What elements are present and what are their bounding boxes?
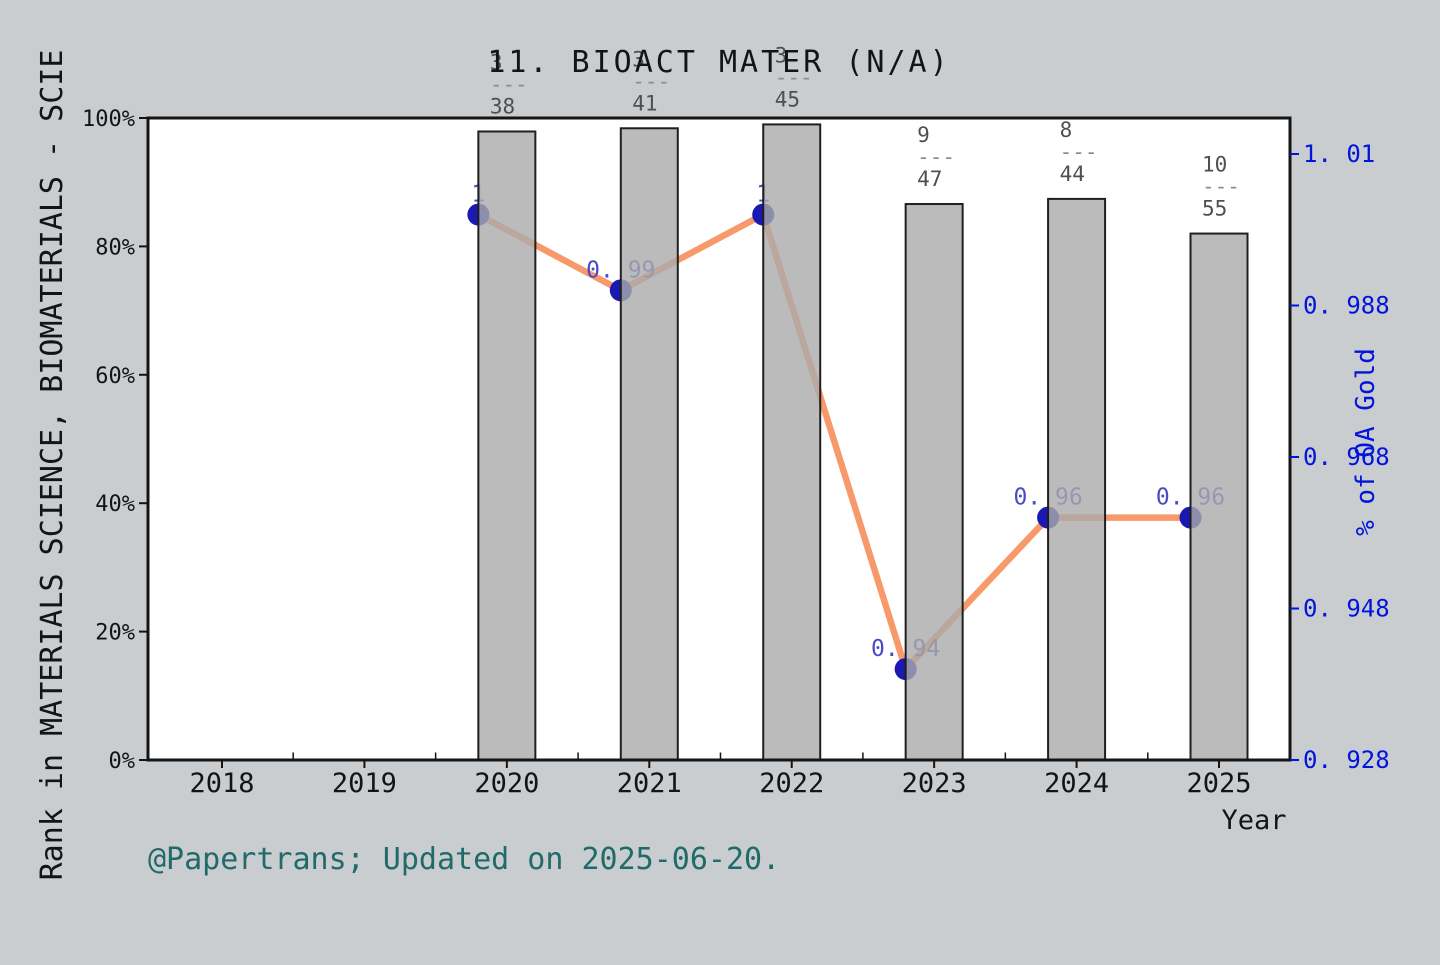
fraction-bar: --- — [1202, 175, 1240, 199]
fraction-denominator: 44 — [1060, 162, 1085, 186]
fraction-denominator: 45 — [775, 87, 800, 111]
fraction-bar: --- — [632, 69, 670, 93]
x-tick-label: 2024 — [1044, 768, 1109, 799]
x-tick-label: 2020 — [474, 768, 539, 799]
bar-2021 — [619, 127, 679, 762]
right-tick-label: 0. 968 — [1303, 443, 1390, 471]
bar-series — [477, 123, 1249, 762]
right-tick-label: 1. 01 — [1303, 140, 1375, 168]
left-tick-label: 100% — [82, 107, 135, 132]
fraction-label-2023: 9---47 — [917, 123, 955, 191]
left-axis-label: Rank in MATERIALS SCIENCE, BIOMATERIALS … — [35, 50, 70, 881]
left-tick-label: 0% — [109, 749, 136, 774]
bar-2022 — [762, 123, 822, 762]
fraction-bar: --- — [490, 72, 528, 96]
left-tick-label: 60% — [95, 364, 135, 389]
right-tick-label: 0. 988 — [1303, 292, 1390, 320]
bar-fraction-labels: 3---383---413---459---478---44 10---55 — [490, 43, 1240, 220]
fraction-numerator: 10 — [1202, 153, 1227, 177]
fraction-numerator: 3 — [775, 43, 788, 67]
x-tick-label: 2018 — [189, 768, 254, 799]
fraction-bar: --- — [775, 65, 813, 89]
bar-2023 — [904, 203, 964, 761]
fraction-label-2022: 3---45 — [775, 43, 813, 111]
x-tick-label: 2022 — [759, 768, 824, 799]
fraction-label-2021: 3---41 — [632, 47, 670, 115]
fraction-denominator: 38 — [490, 94, 515, 118]
x-tick-label: 2025 — [1186, 768, 1251, 799]
plot-frame — [146, 116, 1292, 762]
x-tick-label: 2019 — [332, 768, 397, 799]
right-axis-label: % of OA Gold — [1351, 348, 1381, 536]
fraction-numerator: 3 — [632, 47, 645, 71]
fraction-label-2020: 3---38 — [490, 50, 528, 118]
bar-2024 — [1047, 197, 1107, 761]
fraction-denominator: 47 — [917, 167, 942, 191]
x-axis-label: Year — [1221, 805, 1286, 836]
x-tick-label: 2023 — [902, 768, 967, 799]
fraction-numerator: 3 — [490, 50, 503, 74]
fraction-numerator: 8 — [1060, 118, 1073, 142]
left-tick-label: 80% — [95, 235, 135, 260]
fraction-numerator: 9 — [917, 123, 930, 147]
fraction-bar: --- — [917, 145, 955, 169]
fraction-label-2025: 10---55 — [1202, 153, 1240, 221]
fraction-denominator: 55 — [1202, 197, 1227, 221]
footer-credit: @Papertrans; Updated on 2025-06-20. — [148, 842, 780, 877]
fraction-label-2024: 8---44 — [1060, 118, 1098, 186]
fraction-denominator: 41 — [632, 91, 657, 115]
left-tick-label: 20% — [95, 621, 135, 646]
right-tick-label: 0. 948 — [1303, 595, 1390, 623]
bar-2020 — [477, 130, 537, 761]
left-tick-label: 40% — [95, 492, 135, 517]
fraction-bar: --- — [1060, 140, 1098, 164]
chart-title: 11. BIOACT MATER (N/A) — [487, 45, 950, 80]
axes-frame-and-ticks: 0% 20% 40% 60% 80% 100% 0. 928 0. 948 0. 968 0. 9… — [82, 107, 1390, 799]
bar-2025 — [1189, 232, 1249, 761]
x-tick-label: 2021 — [617, 768, 682, 799]
plot-background — [148, 118, 1290, 760]
right-tick-label: 0. 928 — [1303, 746, 1390, 774]
